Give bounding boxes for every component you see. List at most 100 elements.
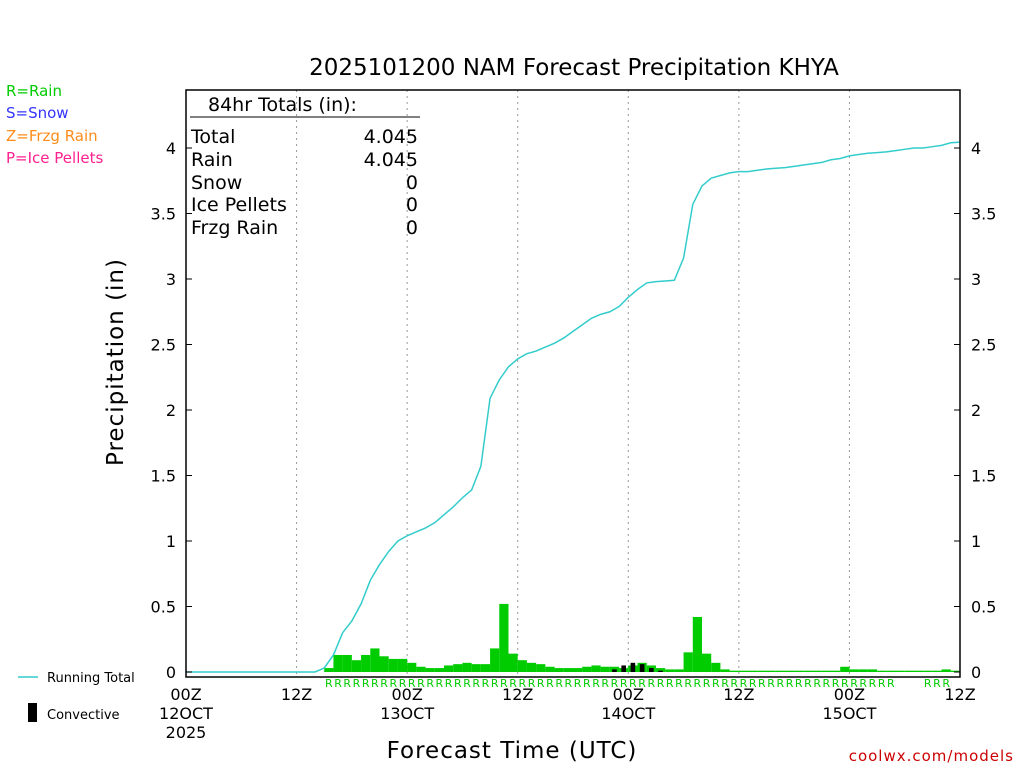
- totals-value-rain: 4.045: [364, 149, 418, 171]
- precip-bar-53: [674, 669, 684, 672]
- ptype-letter-33: R: [491, 677, 499, 690]
- y-tick-label-right-1: 0.5: [971, 598, 996, 617]
- precip-bar-20: [370, 648, 380, 672]
- y-tick-label-left-3: 1.5: [151, 467, 176, 486]
- x-tick-label-0-1: 12OCT: [159, 704, 213, 723]
- ptype-letter-30: R: [463, 677, 471, 690]
- precip-bar-72: [849, 669, 859, 672]
- precip-bar-43: [582, 666, 592, 672]
- precip-bar-68: [812, 670, 822, 672]
- ptype-letter-43: R: [583, 677, 591, 690]
- precip-bar-81: [932, 670, 942, 672]
- precip-bar-37: [526, 662, 537, 672]
- x-tick-label-2-0: 00Z: [391, 685, 422, 704]
- ptype-letter-29: R: [454, 677, 462, 690]
- plot-frame: [185, 89, 961, 678]
- precip-bar-65: [784, 670, 795, 672]
- ptype-letter-62: R: [758, 677, 766, 690]
- running-total-line: [186, 141, 961, 673]
- precip-bar-28: [444, 665, 454, 672]
- ptype-letter-24: R: [408, 677, 416, 690]
- totals-label-rain: Rain: [191, 149, 233, 171]
- ptype-letter-44: R: [592, 677, 600, 690]
- precip-bar-79: [913, 670, 924, 672]
- convective-bar-47: [621, 665, 626, 672]
- y-axis-right: 0 0.5 1 1.5 2 2.5 3 3.5 4: [954, 139, 996, 682]
- totals-value-frzg-rain: 0: [406, 217, 418, 239]
- y-tick-label-right-0: 0: [971, 663, 981, 682]
- ptype-letter-63: R: [767, 677, 775, 690]
- y-tick-label-right-7: 3.5: [971, 205, 996, 224]
- ptype-letter-32: R: [482, 677, 490, 690]
- y-tick-label-right-8: 4: [971, 139, 981, 158]
- precip-bar-80: [923, 670, 933, 672]
- precip-bar-22: [388, 658, 398, 672]
- precip-bar-82: [941, 669, 951, 672]
- x-tick-label-6-1: 15OCT: [822, 704, 876, 723]
- ptype-letter-49: R: [638, 677, 646, 690]
- precip-bar-51: [655, 668, 666, 672]
- totals-label-ice-pellets: Ice Pellets: [191, 194, 287, 216]
- ptype-letter-46: R: [611, 677, 619, 690]
- ptype-letter-76: R: [887, 677, 895, 690]
- convective-bar-46: [612, 669, 617, 672]
- precip-bar-15: [324, 668, 334, 672]
- ptype-letter-60: R: [740, 677, 748, 690]
- y-tick-label-left-8: 4: [166, 139, 176, 158]
- precip-bar-60: [738, 670, 749, 672]
- ptype-letter-45: R: [601, 677, 609, 690]
- y-axis-left: 0 0.5 1 1.5 2 2.5 3 3.5 4: [151, 139, 192, 682]
- ptype-letter-71: R: [841, 677, 849, 690]
- ptype-letter-68: R: [813, 677, 821, 690]
- legend-running-total: Running Total: [47, 671, 135, 686]
- legend-ice-pellets: P=Ice Pellets: [6, 149, 103, 167]
- y-tick-label-left-2: 1: [166, 532, 176, 551]
- ptype-letter-47: R: [620, 677, 628, 690]
- precip-bar-41: [563, 668, 573, 672]
- ptype-letter-38: R: [537, 677, 545, 690]
- precip-bar-32: [480, 664, 491, 672]
- ptype-letter-58: R: [721, 677, 729, 690]
- ptype-letter-52: R: [666, 677, 674, 690]
- totals-value-snow: 0: [406, 172, 418, 194]
- precip-bar-83: [950, 670, 960, 672]
- precip-bar-30: [462, 662, 472, 672]
- ptype-letter-69: R: [823, 677, 831, 690]
- ptype-letter-16: R: [334, 677, 342, 690]
- y-tick-label-left-0: 0: [166, 663, 176, 682]
- precip-bar-77: [895, 670, 905, 672]
- ptype-letter-80: R: [924, 677, 932, 690]
- ptype-letter-53: R: [675, 677, 683, 690]
- precip-bar-44: [591, 665, 601, 672]
- ptype-letter-82: R: [942, 677, 950, 690]
- precipitation-bars: [324, 603, 960, 672]
- y-tick-label-right-3: 1.5: [971, 467, 996, 486]
- y-tick-label-right-2: 1: [971, 532, 981, 551]
- legend-convective: Convective: [47, 708, 120, 723]
- series-legend: Running Total Convective: [18, 671, 135, 723]
- ptype-letter-26: R: [426, 677, 434, 690]
- ptype-letter-25: R: [417, 677, 425, 690]
- ptype-letter-48: R: [629, 677, 637, 690]
- ptype-letter-72: R: [850, 677, 858, 690]
- chart-title: 2025101200 NAM Forecast Precipitation KH…: [309, 55, 839, 81]
- precip-bar-63: [766, 670, 776, 672]
- x-axis-label: Forecast Time (UTC): [387, 738, 638, 764]
- x-tick-label-3-0: 12Z: [502, 685, 533, 704]
- convective-bars: [612, 662, 663, 672]
- ptype-letter-18: R: [353, 677, 361, 690]
- y-axis-label: Precipitation (in): [103, 258, 129, 466]
- precip-bar-17: [342, 654, 352, 672]
- precip-bar-70: [831, 670, 841, 672]
- ptype-letter-64: R: [776, 677, 784, 690]
- x-tick-label-6-0: 00Z: [834, 685, 865, 704]
- precip-bar-75: [877, 670, 887, 672]
- precip-bar-55: [692, 616, 702, 672]
- x-tick-label-4-1: 14OCT: [601, 704, 655, 723]
- precip-bar-74: [867, 669, 878, 672]
- precip-bar-40: [554, 668, 564, 672]
- ptype-letter-75: R: [878, 677, 886, 690]
- totals-label-snow: Snow: [191, 172, 242, 194]
